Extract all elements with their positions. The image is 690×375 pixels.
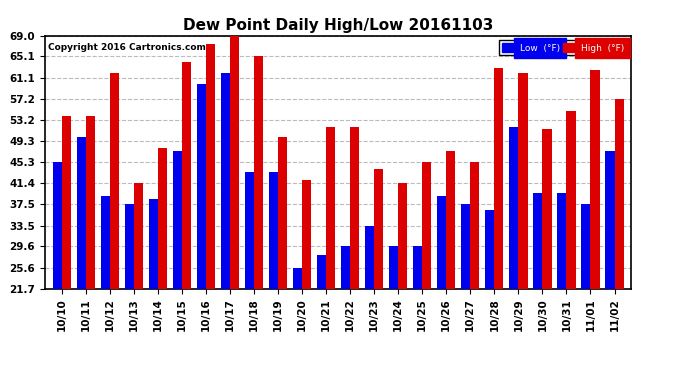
Bar (326, 127, 335, 289)
Bar (582, 204, 591, 289)
Bar (605, 151, 615, 289)
Title: Dew Point Daily High/Low 20161103: Dew Point Daily High/Low 20161103 (183, 18, 493, 33)
Bar (413, 246, 422, 289)
Bar (446, 151, 455, 289)
Bar (615, 99, 624, 289)
Bar (269, 172, 278, 289)
Bar (158, 148, 167, 289)
Bar (61, 116, 71, 289)
Bar (591, 70, 600, 289)
Bar (86, 116, 95, 289)
Bar (245, 172, 254, 289)
Bar (365, 226, 374, 289)
Bar (533, 194, 542, 289)
Bar (494, 68, 504, 289)
Bar (101, 196, 110, 289)
Bar (77, 137, 86, 289)
Bar (389, 246, 398, 289)
Bar (374, 170, 383, 289)
Bar (197, 84, 206, 289)
Text: Copyright 2016 Cartronics.com: Copyright 2016 Cartronics.com (48, 43, 206, 52)
Bar (461, 204, 471, 289)
Bar (148, 199, 158, 289)
Bar (542, 129, 551, 289)
Bar (125, 204, 134, 289)
Bar (317, 255, 326, 289)
Bar (471, 162, 480, 289)
Bar (221, 73, 230, 289)
Bar (293, 268, 302, 289)
Bar (254, 57, 263, 289)
Bar (172, 151, 182, 289)
Bar (422, 162, 431, 289)
Bar (437, 196, 446, 289)
Bar (182, 62, 191, 289)
Bar (52, 162, 61, 289)
Bar (110, 73, 119, 289)
Bar (566, 111, 575, 289)
Bar (206, 44, 215, 289)
Bar (302, 180, 311, 289)
Bar (398, 183, 407, 289)
Bar (350, 127, 359, 289)
Bar (509, 127, 518, 289)
Legend: Low  (°F), High  (°F): Low (°F), High (°F) (500, 40, 627, 55)
Bar (558, 194, 566, 289)
Bar (230, 36, 239, 289)
Bar (134, 183, 143, 289)
Bar (518, 73, 528, 289)
Bar (341, 246, 350, 289)
Bar (278, 137, 287, 289)
Bar (485, 210, 494, 289)
